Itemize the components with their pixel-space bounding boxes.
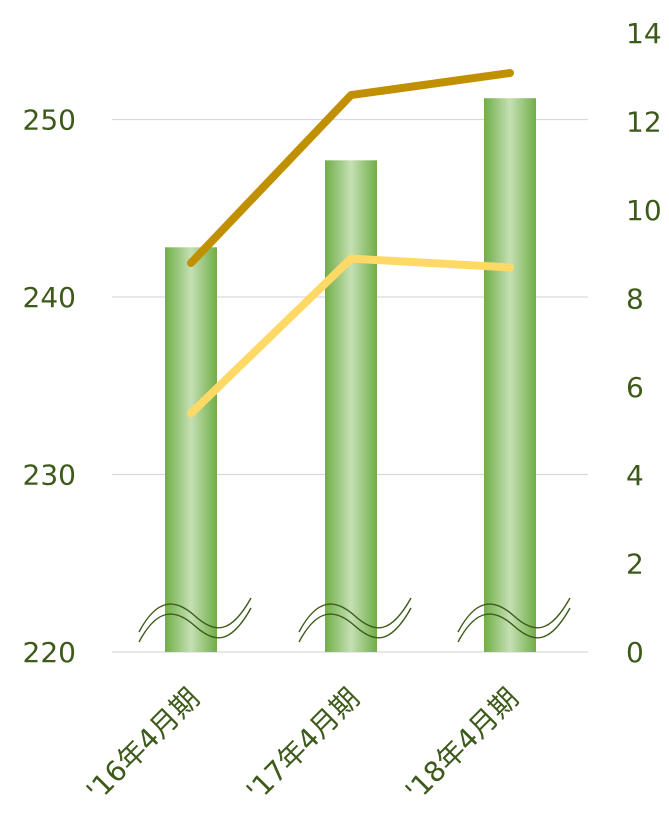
right-tick-label: 0 <box>626 636 644 669</box>
right-tick-label: 14 <box>626 17 662 50</box>
category-labels: '16年4月期 '17年4月期 '18年4月期 <box>80 682 525 808</box>
right-tick-label: 8 <box>626 282 644 315</box>
axis-break-line <box>457 597 571 633</box>
series-line <box>187 254 514 418</box>
category-label: '17年4月期 <box>240 682 366 808</box>
bar <box>484 98 536 652</box>
left-tick-label: 240 <box>23 281 76 314</box>
left-tick-label: 250 <box>23 104 76 137</box>
axis-break-marks <box>138 597 571 643</box>
right-tick-label: 4 <box>626 459 644 492</box>
category-label: '16年4月期 <box>80 682 206 808</box>
right-tick-label: 10 <box>626 194 662 227</box>
right-tick-label: 2 <box>626 548 644 581</box>
bar <box>325 160 377 652</box>
axis-break-line <box>138 597 252 633</box>
axis-break-line <box>298 607 412 643</box>
bar <box>165 247 217 653</box>
axis-break-line <box>298 597 412 633</box>
left-tick-label: 230 <box>23 459 76 492</box>
bars <box>165 98 536 653</box>
lines <box>187 68 514 418</box>
right-axis-ticks: 0 2 4 6 8 10 12 14 <box>626 17 662 669</box>
series-line <box>187 68 514 268</box>
right-tick-label: 6 <box>626 371 644 404</box>
left-tick-label: 220 <box>23 636 76 669</box>
axis-break-line <box>138 607 252 643</box>
axis-break-line <box>457 607 571 643</box>
left-axis-ticks: 220 230 240 250 <box>23 104 76 670</box>
category-label: '18年4月期 <box>399 682 525 808</box>
right-tick-label: 12 <box>626 106 662 139</box>
